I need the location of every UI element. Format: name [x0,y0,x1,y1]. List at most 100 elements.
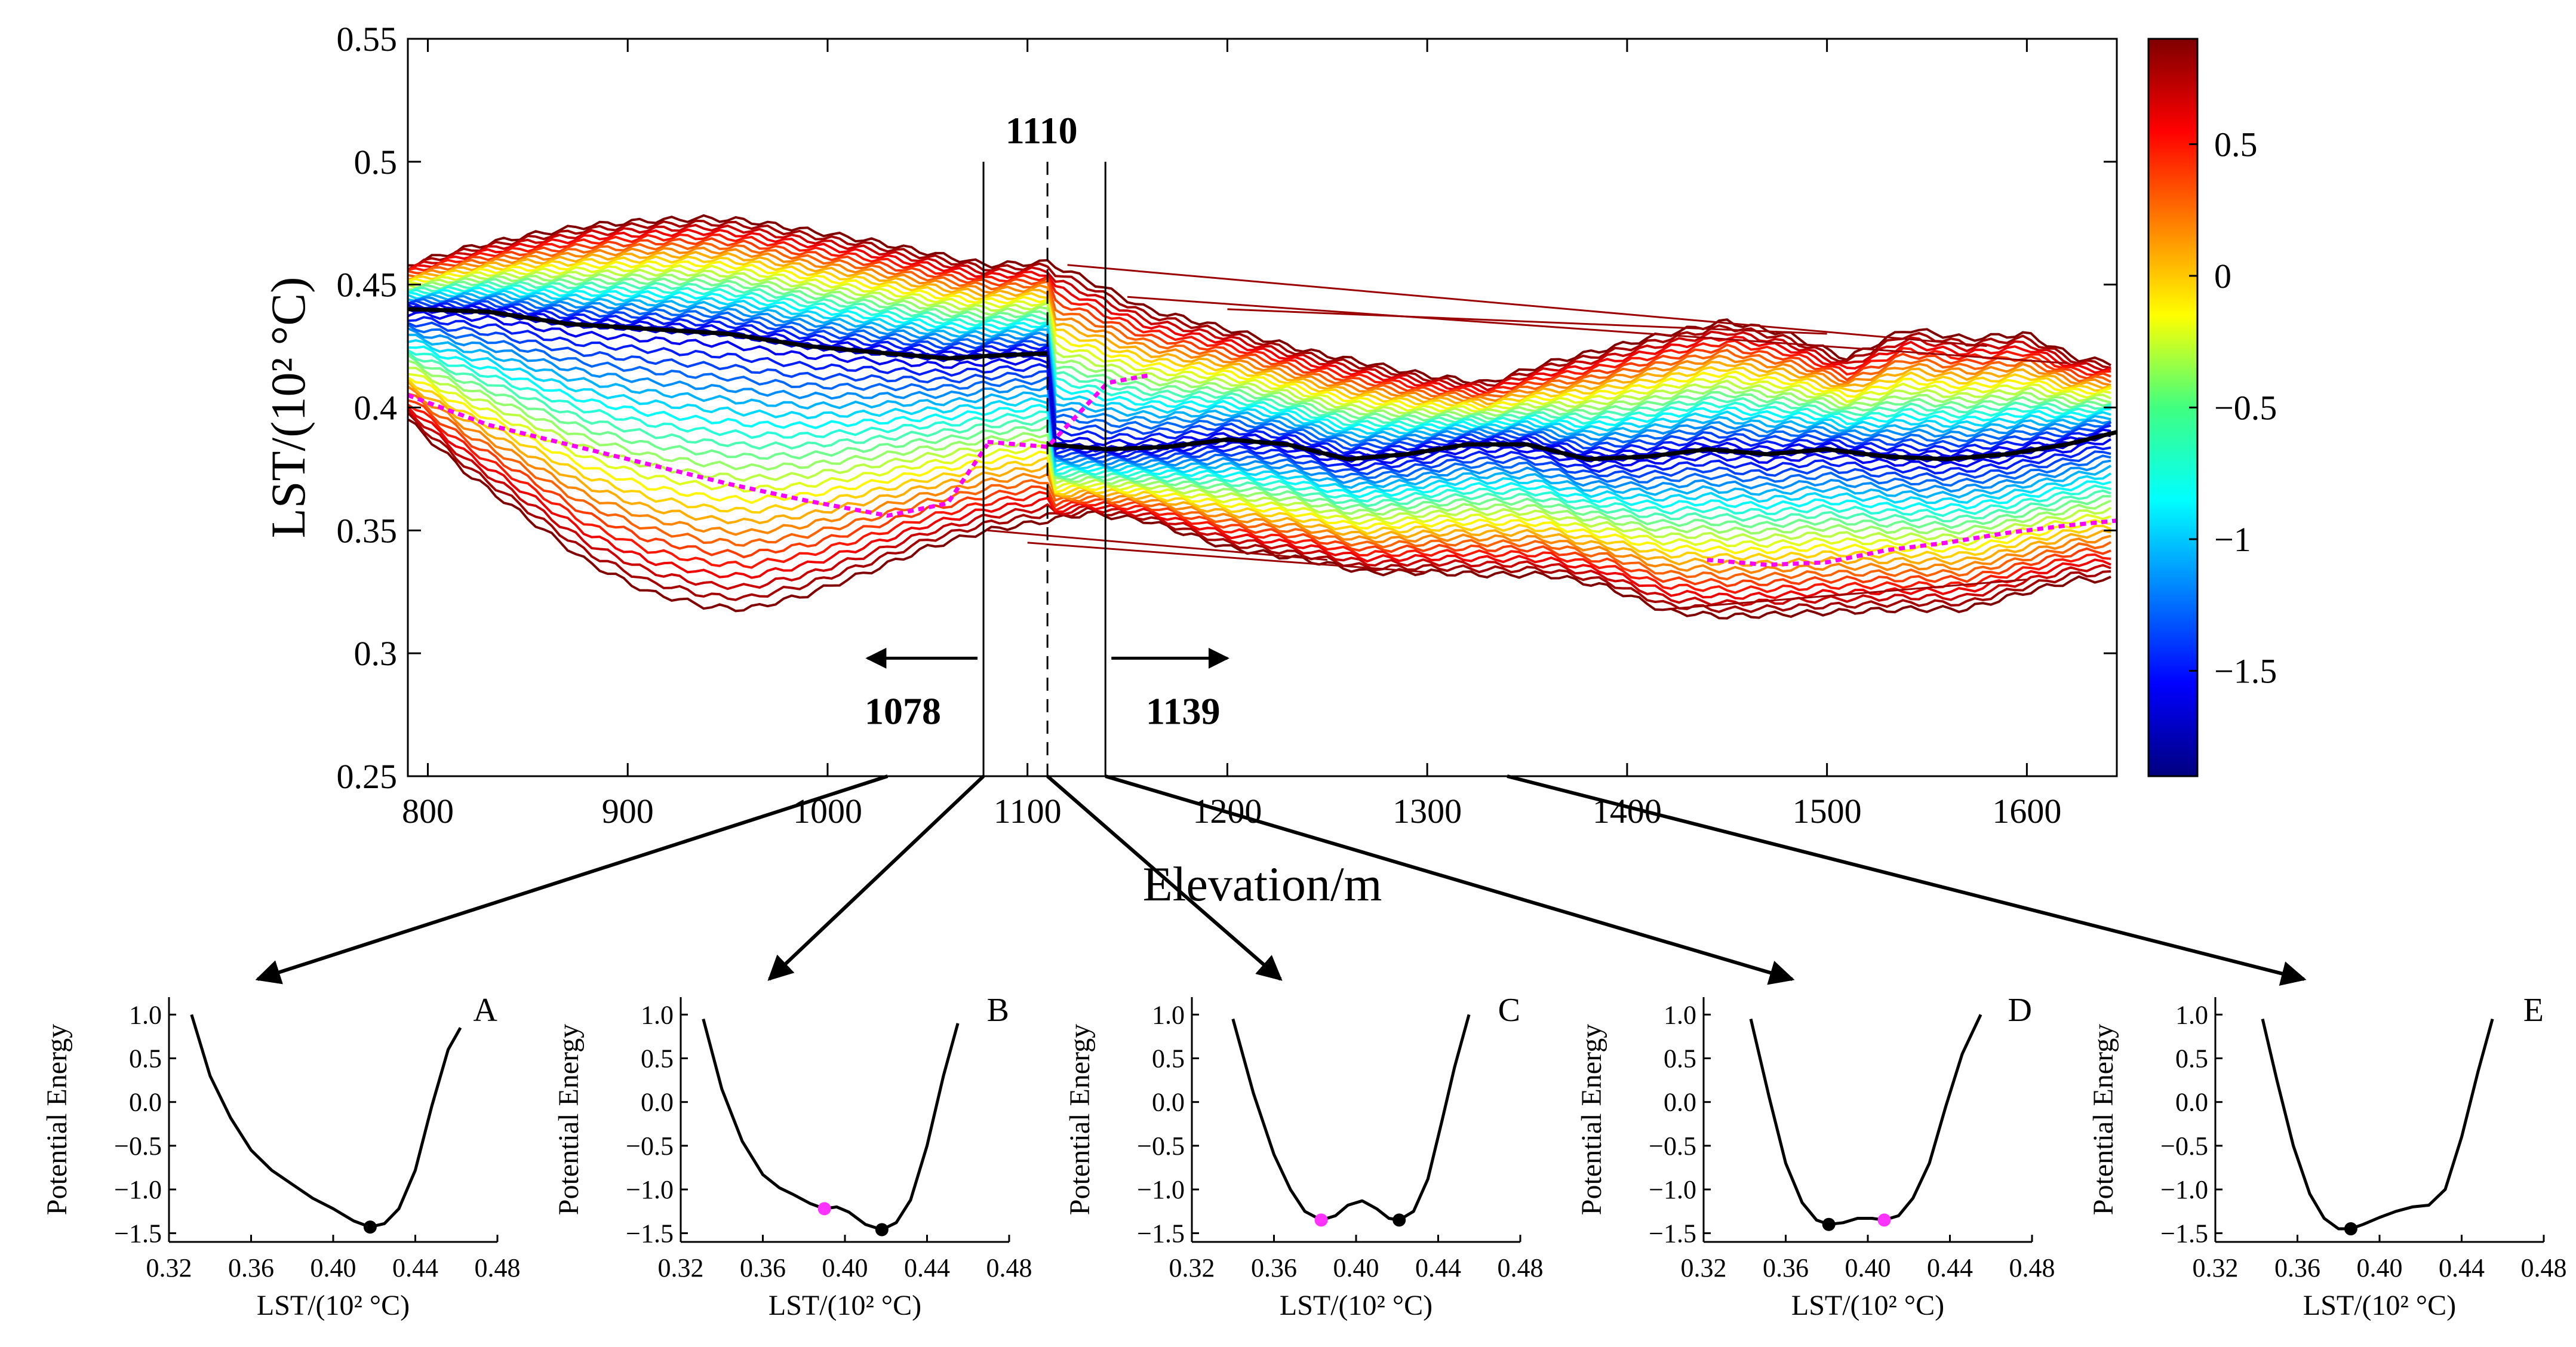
panel-x-tick-label: 0.32 [146,1253,192,1283]
stable-point [363,1220,377,1234]
stable-state-curve [407,307,1048,361]
panel-y-tick-label: 0.5 [641,1044,674,1074]
panel-y-tick-label: −1.5 [1137,1219,1185,1248]
main-chart: 8009001000110012001300140015001600 0.250… [261,20,2118,911]
connector-arrow-D [1105,774,1795,985]
panel-y-axis-label: Potential Energy [1576,1024,1607,1215]
panel-x-axis-label: LST/(10² °C) [257,1290,410,1321]
contour-line-lower [407,411,2111,613]
potential-curve [2261,1018,2494,1231]
y-tick-label: 0.25 [337,757,398,796]
colorbar-tick-label: 0.5 [2214,125,2258,164]
contour-line-upper [407,247,2111,402]
contour-line-upper [407,302,2111,455]
panel-y-tick-label: 1.0 [641,1000,674,1029]
contour-line-upper [407,219,2111,388]
connector-arrow-B [767,774,985,981]
panel-connector-arrows [255,774,2307,986]
stable-point [875,1223,889,1237]
colorbar: 0.5 0 −0.5 −1 −1.5 [2147,38,2277,777]
panel-D: 0.32 0.36 0.40 0.44 0.48 1.0 0.5 0.0 −0.5 −1.0 −1.… [1576,992,2055,1321]
contour-line-upper [407,296,2112,447]
contour-line-lower [407,327,2111,493]
panel-x-tick-label: 0.48 [2521,1253,2567,1283]
panel-y-tick-label: 1.0 [1152,1000,1185,1029]
contour-line-lower [407,321,2111,481]
x-tick-label: 900 [602,792,654,831]
contour-line-upper [407,233,2111,396]
contour-line-lower [407,405,2111,600]
x-tick-label: 1000 [793,792,862,831]
contour-line-upper [407,284,2111,429]
panel-y-tick-label: 0.0 [1152,1088,1185,1117]
panel-y-axis-label: Potential Energy [41,1024,73,1215]
artifact-line [987,529,1327,561]
panel-y-axis-label: Potential Energy [553,1024,585,1215]
contour-line-lower [407,392,2111,581]
contour-line-lower [407,385,2111,574]
main-x-ticks: 8009001000110012001300140015001600 [402,39,2061,831]
contour-line-lower [407,316,2111,475]
contour-line-lower [407,378,2111,561]
unstable-point [1877,1213,1891,1227]
contour-line-upper [407,273,2111,419]
label-1110: 1110 [1006,109,1078,152]
panel-x-tick-label: 0.32 [1681,1253,1727,1283]
panel-label: A [474,992,498,1029]
label-1078: 1078 [865,690,941,732]
contour-line-upper [407,268,2111,416]
contour-line-lower [407,380,2111,567]
contour-line-lower [407,324,2111,487]
contour-line-lower [407,350,2111,522]
panel-x-tick-label: 0.36 [1763,1253,1809,1283]
panel-y-tick-label: 0.5 [1664,1044,1696,1074]
main-y-axis-label: LST/(10² °C) [261,277,315,539]
panel-label: D [2008,992,2032,1029]
contour-line-lower [407,353,2111,530]
contour-line-upper [407,214,2111,385]
contour-line-upper [407,228,2111,395]
panel-y-tick-label: 1.0 [129,1000,162,1029]
main-x-axis-label: Elevation/m [1143,857,1382,911]
contour-line-lower [407,373,2111,548]
panel-y-tick-label: 0.5 [1152,1044,1185,1074]
panel-y-tick-label: −0.5 [114,1131,162,1161]
contour-line-upper [407,223,2111,392]
contour-line-lower [407,399,2111,588]
contour-line-upper [407,264,2111,413]
panel-x-tick-label: 0.44 [392,1253,438,1283]
panel-A: 0.32 0.36 0.40 0.44 0.48 1.0 0.5 0.0 −0.5 −1.0 −1.… [41,992,521,1321]
panel-x-tick-label: 0.32 [658,1253,704,1283]
panel-x-tick-label: 0.36 [2274,1253,2320,1283]
potential-curve [1231,1014,1471,1222]
panel-y-tick-label: −1.5 [626,1219,674,1248]
contour-line-lower [407,339,2112,505]
threshold-annotations: 1110 1078 1139 [865,109,1229,732]
contour-line-upper [407,294,2111,444]
potential-curve [702,1018,960,1231]
panel-label: E [2523,992,2544,1029]
main-y-ticks: 0.25 0.3 0.35 0.4 0.45 0.5 0.55 [337,20,2117,796]
contour-line-lower [407,333,2112,499]
contour-line-lower [407,367,2112,542]
panel-B: 0.32 0.36 0.40 0.44 0.48 1.0 0.5 0.0 −0.5 −1.0 −1.… [553,992,1032,1321]
connector-arrow-A [255,774,889,985]
panel-y-axis-label: Potential Energy [1064,1024,1096,1215]
y-tick-label: 0.3 [354,634,398,673]
contour-line-lower [407,418,2111,620]
artifact-line [1067,264,1987,347]
stable-state-curve [1047,430,2117,462]
panel-x-tick-label: 0.36 [228,1253,274,1283]
panel-y-tick-label: −1.5 [1649,1219,1696,1248]
x-tick-label: 1100 [994,792,1062,831]
panel-x-tick-label: 0.40 [822,1253,868,1283]
colorbar-ticks: 0.5 0 −0.5 −1 −1.5 [2189,125,2277,691]
colorbar-tick-label: −1 [2214,520,2251,559]
panel-E: 0.32 0.36 0.40 0.44 0.48 1.0 0.5 0.0 −0.5 −1.0 −1.… [2088,992,2567,1321]
panel-x-tick-label: 0.44 [1415,1253,1461,1283]
x-tick-label: 800 [402,792,454,831]
panel-x-tick-label: 0.48 [2009,1253,2055,1283]
panel-y-tick-label: −0.5 [1137,1131,1185,1161]
panel-x-tick-label: 0.44 [904,1253,950,1283]
panel-x-axis-label: LST/(10² °C) [1791,1290,1944,1321]
